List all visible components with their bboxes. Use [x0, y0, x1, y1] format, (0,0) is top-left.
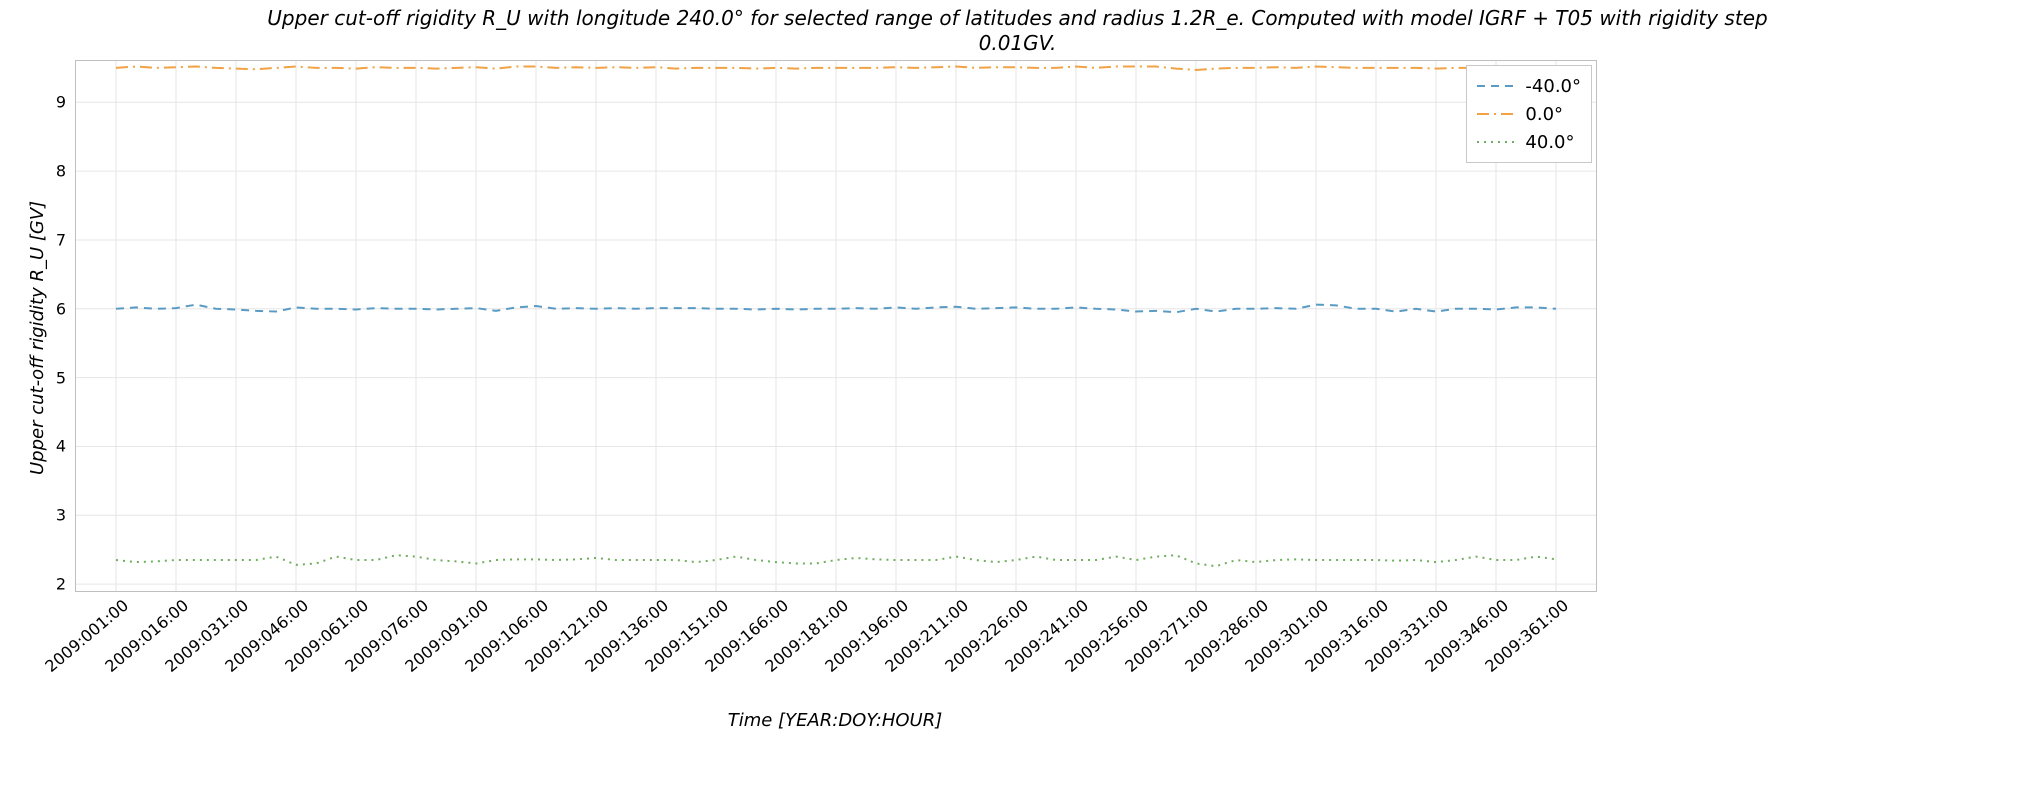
legend-item: -40.0° [1475, 72, 1581, 100]
chart-title-line1: Upper cut-off rigidity R_U with longitud… [267, 6, 1767, 30]
chart-title-line2: 0.01GV. [979, 31, 1057, 55]
y-tick-label: 2 [56, 575, 76, 594]
figure: Upper cut-off rigidity R_U with longitud… [0, 0, 2035, 785]
chart-title: Upper cut-off rigidity R_U with longitud… [0, 6, 2035, 56]
y-axis-label: Upper cut-off rigidity R_U [GV] [27, 201, 48, 475]
legend-item: 40.0° [1475, 128, 1581, 156]
legend-item: 0.0° [1475, 100, 1581, 128]
y-tick-label: 7 [56, 230, 76, 249]
legend: -40.0° 0.0° 40.0° [1466, 65, 1592, 163]
y-tick-label: 4 [56, 437, 76, 456]
plot-area: -40.0°0.0°40.0° 234567892009:001:002009:… [75, 60, 1597, 592]
y-tick-label: 6 [56, 299, 76, 318]
legend-label: 0.0° [1525, 104, 1563, 125]
y-tick-label: 9 [56, 93, 76, 112]
x-axis-label: Time [YEAR:DOY:HOUR] [75, 710, 1595, 731]
plot-svg [76, 61, 1596, 591]
y-tick-label: 5 [56, 368, 76, 387]
y-tick-label: 8 [56, 162, 76, 181]
legend-label: -40.0° [1525, 76, 1581, 97]
y-tick-label: 3 [56, 506, 76, 525]
legend-label: 40.0° [1525, 132, 1574, 153]
